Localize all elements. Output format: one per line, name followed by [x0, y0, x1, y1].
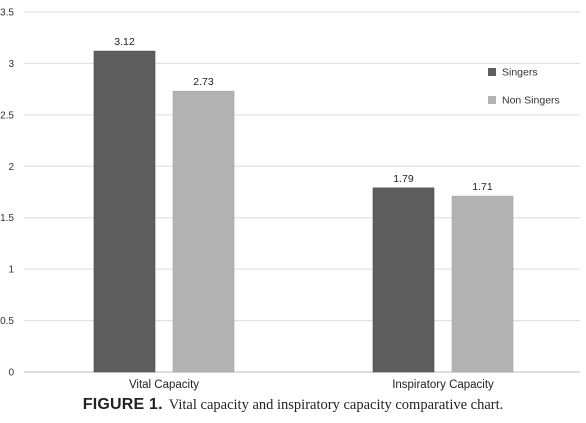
y-tick-label: 0.5: [0, 316, 14, 327]
x-category-label: Inspiratory Capacity: [392, 379, 494, 391]
data-label: 2.73: [193, 76, 214, 88]
data-label: 3.12: [114, 36, 135, 48]
legend-label: Non Singers: [502, 95, 560, 107]
bars: [93, 50, 514, 373]
data-label: 1.71: [472, 181, 493, 193]
y-axis-tick-labels: 0 0.5 1 1.5 2 2.5 3 3.5: [0, 8, 14, 379]
bar: [451, 195, 514, 373]
y-tick-label: 1.5: [0, 213, 14, 224]
x-category-label: Vital Capacity: [129, 379, 199, 391]
figure-caption-label: FIGURE 1.: [82, 396, 163, 413]
figure-caption: FIGURE 1. Vital capacity and inspiratory …: [0, 396, 586, 414]
bar: [372, 187, 435, 373]
figure-caption-text: Vital capacity and inspiratory capacity …: [168, 397, 504, 413]
y-tick-label: 2.5: [0, 110, 14, 121]
data-labels: 3.12 2.73 1.79 1.71: [114, 36, 493, 193]
legend-swatch: [488, 96, 496, 104]
legend-swatch: [488, 68, 496, 76]
bar: [172, 90, 235, 373]
y-tick-label: 1: [8, 265, 14, 276]
data-label: 1.79: [393, 173, 414, 185]
y-tick-label: 3: [8, 59, 14, 70]
y-tick-label: 2: [8, 162, 14, 173]
y-tick-label: 3.5: [0, 8, 14, 19]
y-tick-label: 0: [8, 368, 14, 379]
x-axis-category-labels: Vital Capacity Inspiratory Capacity: [129, 379, 494, 391]
legend-label: Singers: [502, 67, 538, 79]
bar: [93, 50, 156, 373]
legend: Singers Non Singers: [488, 67, 560, 107]
